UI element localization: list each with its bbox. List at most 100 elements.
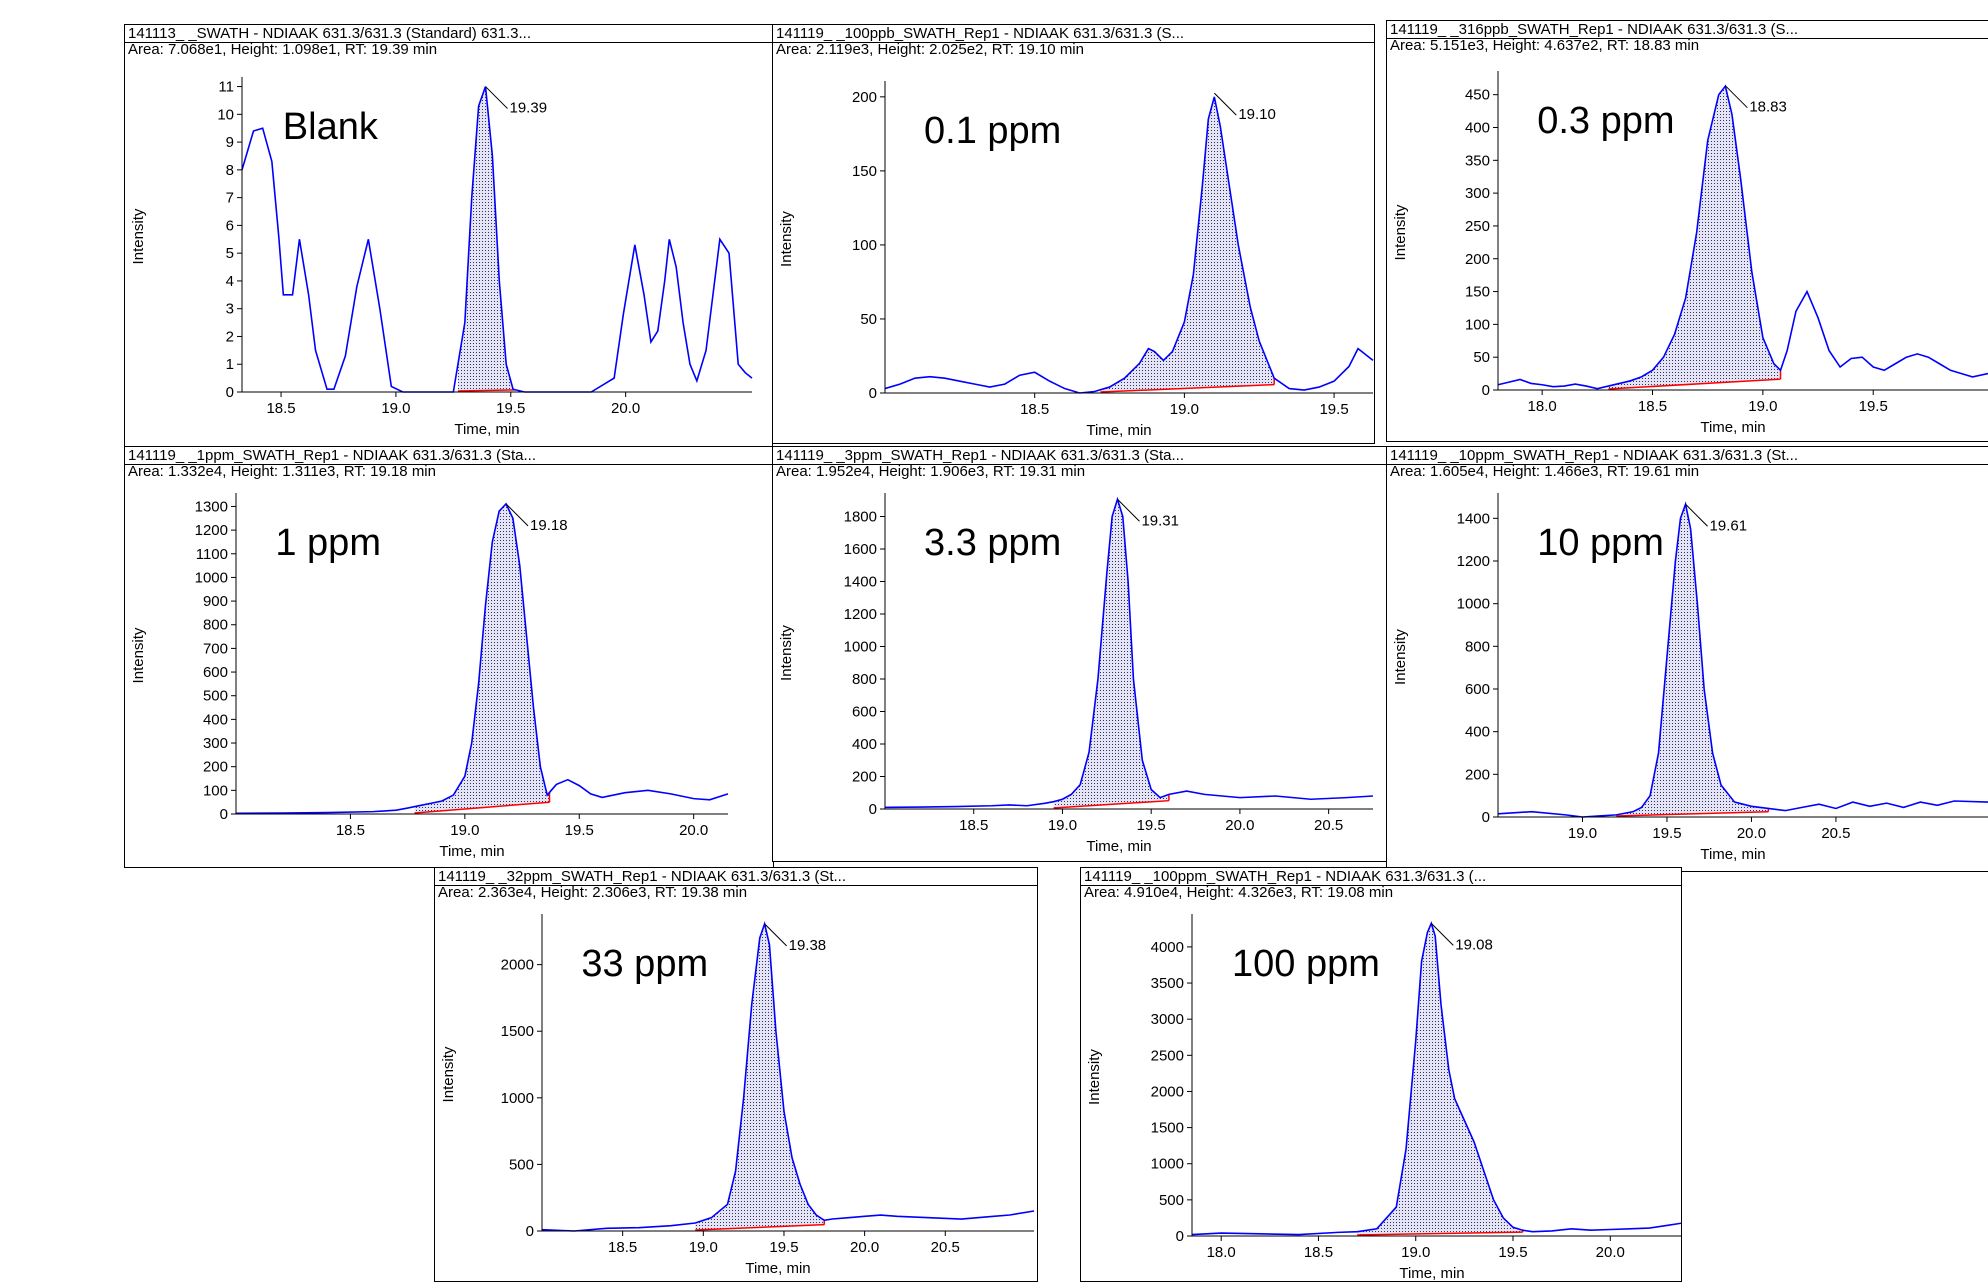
title-divider xyxy=(1081,885,1681,886)
panel-title: 141119_ _3ppm_SWATH_Rep1 - NDIAAK 631.3/… xyxy=(776,447,1185,464)
integration-baseline xyxy=(414,801,550,814)
y-tick-label: 3500 xyxy=(1151,975,1184,992)
y-tick-label: 700 xyxy=(203,640,228,657)
y-tick-label: 6 xyxy=(226,217,234,234)
chromatogram-plot: 0 50 100 150 200 250 300 350 400 450 18.0 18.5 19.0 1… xyxy=(1392,71,1988,436)
y-tick-label: 200 xyxy=(1465,251,1490,268)
title-divider xyxy=(435,885,1037,886)
chromatogram-trace xyxy=(1191,921,1681,1236)
y-tick-label: 100 xyxy=(1465,316,1490,333)
y-tick-label: 4 xyxy=(226,273,234,290)
chromatogram-plot: 0 200 400 600 800 1000 1200 1400 1600 1800 18.5 19.… xyxy=(778,493,1374,855)
title-divider xyxy=(773,464,1387,465)
chromatogram-plot: 0 1 2 3 4 5 6 7 8 9 10 11 18.5 19.0 19.5 20.0 Time, min I… xyxy=(130,77,753,438)
y-tick-label: 600 xyxy=(1465,681,1490,698)
y-tick-label: 2000 xyxy=(501,957,534,974)
x-tick-label: 20.0 xyxy=(1737,825,1766,842)
chromatogram-panel-100ppm: 141119_ _100ppm_SWATH_Rep1 - NDIAAK 631.… xyxy=(1080,867,1682,1282)
x-tick-label: 19.0 xyxy=(1048,817,1077,834)
y-tick-label: 450 xyxy=(1465,87,1490,104)
x-tick-label: 19.0 xyxy=(381,400,410,417)
title-divider xyxy=(125,42,772,43)
y-tick-label: 250 xyxy=(1465,218,1490,235)
y-tick-label: 2500 xyxy=(1151,1047,1184,1064)
x-axis-label: Time, min xyxy=(1086,838,1151,855)
y-axis-label: Intensity xyxy=(130,627,147,683)
peak-rt-label: 19.38 xyxy=(789,937,827,954)
x-tick-label: 18.5 xyxy=(959,817,988,834)
x-tick-label: 18.0 xyxy=(1528,398,1557,415)
concentration-label: 100 ppm xyxy=(1232,943,1380,985)
integration-baseline xyxy=(1100,383,1275,393)
peak-area-fill xyxy=(1100,96,1275,392)
y-tick-label: 600 xyxy=(203,664,228,681)
title-divider xyxy=(1387,464,1988,465)
y-tick-label: 0 xyxy=(220,806,228,823)
peak-label-leader xyxy=(1213,92,1237,116)
chromatogram-panel-3-3ppm: 141119_ _3ppm_SWATH_Rep1 - NDIAAK 631.3/… xyxy=(772,446,1388,862)
y-tick-label: 1400 xyxy=(1457,510,1490,527)
y-tick-label: 0 xyxy=(1482,809,1490,826)
integration-baseline xyxy=(1053,799,1169,809)
y-tick-label: 100 xyxy=(203,782,228,799)
peak-label-leader xyxy=(1430,922,1454,946)
panel-peak-info: Area: 7.068e1, Height: 1.098e1, RT: 19.3… xyxy=(128,41,438,58)
x-tick-label: 20.0 xyxy=(679,822,708,839)
integration-baseline xyxy=(1616,810,1769,817)
x-tick-label: 19.0 xyxy=(1568,825,1597,842)
y-tick-label: 1 xyxy=(226,356,234,373)
peak-label-leader xyxy=(1117,498,1140,522)
chromatogram-plot: 0 500 1000 1500 2000 2500 3000 3500 4000 18.0 18.5… xyxy=(1086,914,1681,1281)
peak-label-leader xyxy=(1685,503,1708,527)
x-tick-label: 19.5 xyxy=(1137,817,1166,834)
y-tick-label: 1200 xyxy=(844,606,877,623)
peak-area-fill xyxy=(1053,499,1169,808)
y-tick-label: 1000 xyxy=(195,569,228,586)
x-tick-label: 18.5 xyxy=(1638,398,1667,415)
y-tick-label: 350 xyxy=(1465,152,1490,169)
y-tick-label: 300 xyxy=(203,735,228,752)
x-tick-label: 18.5 xyxy=(1304,1244,1333,1261)
y-tick-label: 50 xyxy=(1473,349,1490,366)
y-tick-label: 3 xyxy=(226,301,234,318)
x-tick-label: 19.5 xyxy=(565,822,594,839)
x-tick-label: 19.0 xyxy=(1748,398,1777,415)
peak-label-leader xyxy=(485,86,508,109)
y-axis-label: Intensity xyxy=(778,211,795,267)
x-tick-label: 19.5 xyxy=(1859,398,1888,415)
peak-rt-label: 18.83 xyxy=(1749,99,1787,116)
x-tick-label: 20.5 xyxy=(1314,817,1343,834)
peak-label-leader xyxy=(1724,85,1748,109)
chromatogram-trace xyxy=(1497,501,1988,818)
y-tick-label: 1000 xyxy=(1151,1156,1184,1173)
y-tick-label: 200 xyxy=(1465,766,1490,783)
concentration-label: 0.3 ppm xyxy=(1537,100,1674,142)
title-divider xyxy=(125,464,773,465)
x-tick-label: 20.0 xyxy=(850,1239,879,1256)
x-axis-label: Time, min xyxy=(1700,419,1765,436)
y-tick-label: 10 xyxy=(217,106,234,123)
y-tick-label: 1000 xyxy=(844,639,877,656)
peak-area-fill xyxy=(1357,923,1523,1235)
y-axis-label: Intensity xyxy=(1086,1049,1103,1105)
peak-rt-label: 19.18 xyxy=(530,517,568,534)
x-tick-label: 20.0 xyxy=(611,400,640,417)
concentration-label: 0.1 ppm xyxy=(924,110,1061,152)
panel-peak-info: Area: 2.363e4, Height: 2.306e3, RT: 19.3… xyxy=(438,884,748,901)
panel-peak-info: Area: 1.952e4, Height: 1.906e3, RT: 19.3… xyxy=(776,463,1086,480)
y-tick-label: 500 xyxy=(1159,1192,1184,1209)
y-tick-label: 1800 xyxy=(844,509,877,526)
x-axis-label: Time, min xyxy=(1700,846,1765,863)
panel-peak-info: Area: 1.605e4, Height: 1.466e3, RT: 19.6… xyxy=(1390,463,1700,480)
chromatogram-trace xyxy=(884,496,1374,809)
panel-title: 141119_ _32ppm_SWATH_Rep1 - NDIAAK 631.3… xyxy=(438,868,847,885)
x-axis-label: Time, min xyxy=(1086,422,1151,439)
x-tick-label: 19.0 xyxy=(689,1239,718,1256)
y-tick-label: 2000 xyxy=(1151,1083,1184,1100)
chromatogram-trace xyxy=(541,920,1035,1232)
y-tick-label: 800 xyxy=(1465,638,1490,655)
integration-baseline xyxy=(1608,378,1781,390)
x-axis-label: Time, min xyxy=(1399,1265,1464,1281)
x-tick-label: 18.5 xyxy=(266,400,295,417)
concentration-label: 1 ppm xyxy=(275,522,381,564)
